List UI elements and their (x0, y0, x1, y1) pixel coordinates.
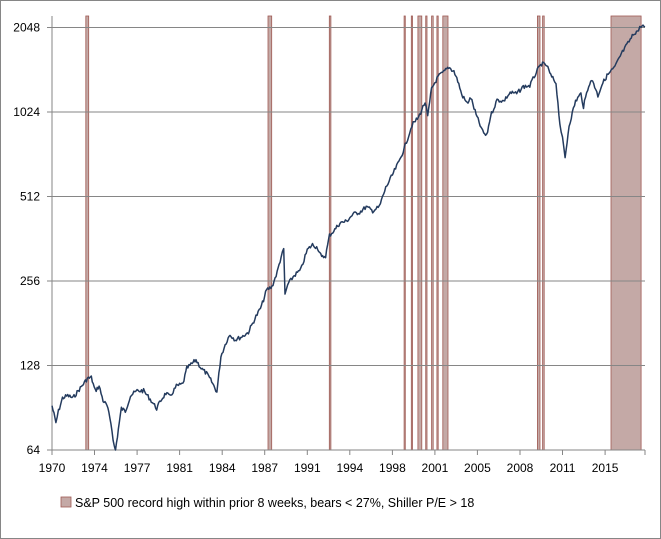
y-tick-label-256: 256 (20, 274, 40, 288)
shaded-period-11 (537, 15, 541, 451)
x-tick-label-1977: 1977 (124, 461, 151, 475)
x-tick-label-1998: 1998 (379, 461, 406, 475)
y-tick-label-2048: 2048 (13, 21, 40, 35)
x-tick-label-2001: 2001 (422, 461, 449, 475)
x-tick-label-2005: 2005 (464, 461, 491, 475)
shaded-period-4 (403, 15, 406, 451)
y-tick-label-512: 512 (20, 190, 40, 204)
legend-swatch (60, 496, 72, 508)
x-tick-label-2008: 2008 (507, 461, 534, 475)
x-tick-label-1994: 1994 (336, 461, 363, 475)
x-tick-label-1981: 1981 (166, 461, 193, 475)
shaded-period-6 (417, 15, 423, 451)
x-tick-labels: 1970 1974 1977 1981 1984 1987 1991 1994 1998 2001… (39, 461, 619, 475)
x-tick-label-1991: 1991 (294, 461, 321, 475)
shaded-period-5 (410, 15, 413, 451)
x-tick-label-2011: 2011 (550, 461, 576, 475)
shaded-period-1 (85, 15, 90, 451)
x-tick-label-1974: 1974 (81, 461, 108, 475)
x-tick-label-1970: 1970 (39, 461, 66, 475)
axes (47, 16, 646, 455)
x-tick-label-1987: 1987 (251, 461, 278, 475)
y-tick-label-128: 128 (20, 359, 40, 373)
shaded-period-13 (610, 15, 642, 451)
y-tick-labels: 64 128 256 512 1024 2048 (13, 21, 40, 458)
shaded-period-2 (267, 15, 273, 451)
legend-label: S&P 500 record high within prior 8 weeks… (75, 496, 474, 510)
x-tick-label-1984: 1984 (209, 461, 236, 475)
series-line-0 (51, 24, 646, 451)
shaded-periods (85, 15, 642, 451)
shaded-period-12 (542, 15, 545, 451)
y-tick-label-1024: 1024 (13, 105, 40, 119)
shaded-period-7 (425, 15, 428, 451)
shaded-period-8 (431, 15, 434, 451)
shaded-period-9 (436, 15, 439, 451)
legend: S&P 500 record high within prior 8 weeks… (60, 496, 474, 510)
series (51, 24, 646, 451)
y-tick-label-64: 64 (27, 443, 41, 457)
shaded-period-3 (328, 15, 332, 451)
x-tick-label-2015: 2015 (592, 461, 619, 475)
shaded-period-10 (442, 15, 449, 451)
